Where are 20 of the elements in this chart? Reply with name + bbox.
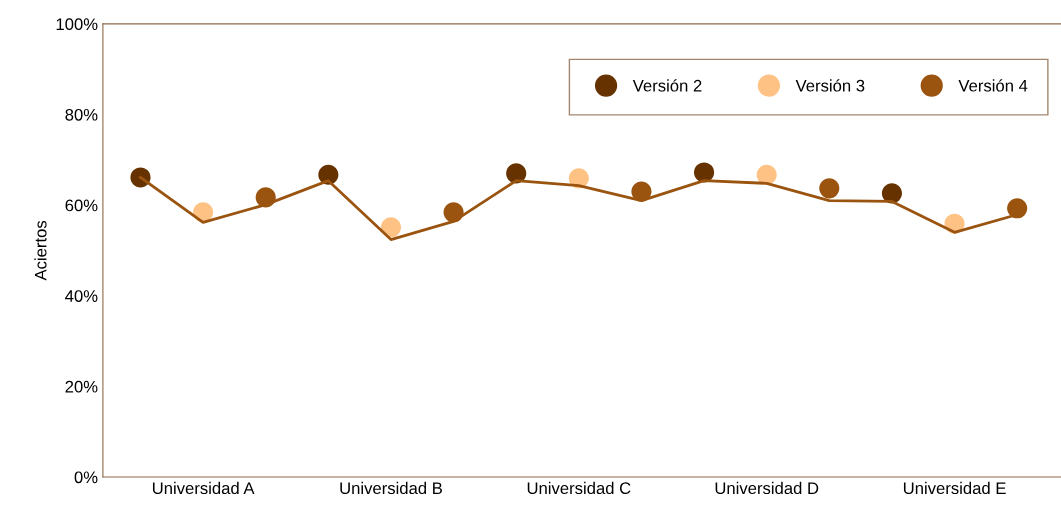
- x-tick-label: Universidad D: [715, 481, 819, 495]
- y-tick-label: 80%: [65, 108, 98, 121]
- legend-label: Versión 4: [958, 79, 1028, 92]
- point: [1007, 198, 1028, 219]
- point: [819, 178, 840, 199]
- legend-label: Versión 3: [795, 79, 865, 92]
- y-tick-label: 20%: [65, 380, 98, 393]
- x-tick-label: Universidad B: [340, 481, 442, 495]
- x-tick-label: Universidad E: [903, 481, 1006, 495]
- point: [756, 164, 777, 185]
- legend-label: Versión 2: [632, 79, 702, 92]
- x-tick-label: Universidad C: [527, 481, 631, 495]
- y-axis-title: Aciertos: [34, 220, 47, 281]
- point: [380, 217, 402, 238]
- point: [881, 183, 902, 204]
- x-tick-label: Universidad A: [152, 481, 255, 495]
- y-tick-label: 40%: [65, 290, 98, 302]
- y-tick-label: 100%: [56, 18, 98, 31]
- y-tick-label: 0%: [74, 471, 98, 484]
- y-tick-label: 60%: [65, 199, 98, 212]
